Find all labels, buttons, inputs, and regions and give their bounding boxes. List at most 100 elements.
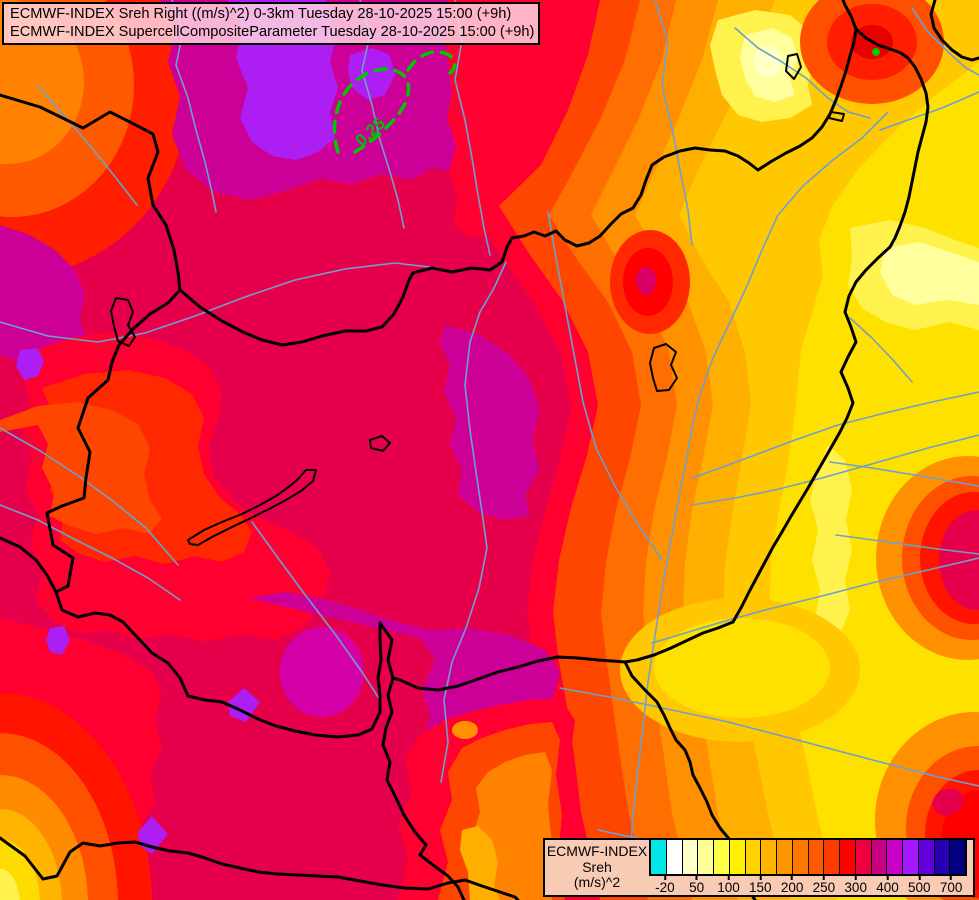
contour-line-north xyxy=(406,50,457,75)
legend-unit: (m/s)^2 xyxy=(573,874,621,891)
border-south xyxy=(391,620,735,692)
border-sava xyxy=(0,836,520,900)
river-koros-1 xyxy=(691,391,979,479)
legend-color-cell xyxy=(917,840,934,874)
legend-tick-mark xyxy=(918,876,921,880)
legend-color-cell xyxy=(870,840,887,874)
legend-label: ECMWF-INDEX Sreh (m/s)^2 xyxy=(545,844,649,891)
river-sw xyxy=(0,504,181,601)
legend-tick-mark xyxy=(695,876,698,880)
lakes xyxy=(110,53,845,546)
legend-tick-mark xyxy=(854,876,857,880)
legend-tick-label: 150 xyxy=(749,880,772,895)
legend-tick-label: 400 xyxy=(876,880,899,895)
river-hernad xyxy=(654,0,693,246)
legend-box: ECMWF-INDEX Sreh (m/s)^2 -20 50 100 150 200 2… xyxy=(543,838,975,897)
river-zagyva xyxy=(547,211,663,561)
map-title-line-1: ECMWF-INDEX Sreh Right ((m/s)^2) 0-3km T… xyxy=(10,6,512,22)
legend-colorbar-frame xyxy=(649,838,967,876)
legend-color-cell xyxy=(744,840,761,874)
lake-balaton xyxy=(187,469,317,546)
river-se-2 xyxy=(835,534,979,555)
river-maros xyxy=(651,557,979,644)
border-north xyxy=(178,0,858,347)
contour-line-main xyxy=(332,67,411,154)
lake-tisza xyxy=(649,343,678,392)
legend-color-cell xyxy=(807,840,824,874)
legend-color-cell xyxy=(902,840,918,874)
river-mura xyxy=(0,427,179,566)
river-east-small xyxy=(849,317,913,383)
legend-tick-label: 500 xyxy=(908,880,931,895)
legend-parameter-name: Sreh xyxy=(582,858,612,875)
legend-tick-mark xyxy=(759,876,762,880)
legend-color-cell xyxy=(823,840,839,874)
legend-color-cell xyxy=(839,840,855,874)
legend-tick-mark xyxy=(727,876,730,880)
legend-tick-label: 50 xyxy=(689,880,705,895)
legend-tick: 100 xyxy=(717,876,740,895)
legend-tick: 700 xyxy=(939,876,963,895)
legend-tick: 250 xyxy=(812,876,836,895)
legend-color-cell xyxy=(665,840,682,874)
river-south-long xyxy=(559,687,979,787)
legend-colorbar xyxy=(651,840,965,874)
river-bodrog xyxy=(734,27,871,119)
legend-tick-label: 200 xyxy=(780,880,804,895)
lake-ne-1 xyxy=(785,53,802,80)
legend-tick-mark xyxy=(886,876,889,880)
legend-tick-label: -20 xyxy=(655,880,675,895)
river-nw xyxy=(37,85,138,206)
border-si xyxy=(0,536,58,594)
border-east xyxy=(731,245,892,624)
border-danube-south xyxy=(378,621,466,900)
legend-tick-mark xyxy=(663,876,666,880)
legend-scale: -20 50 100 150 200 250 300 400 500 700 xyxy=(649,838,967,897)
river-sio xyxy=(251,521,381,701)
legend-tick-mark xyxy=(950,876,953,880)
legend-tick: 500 xyxy=(908,876,931,895)
border-nw xyxy=(0,93,182,292)
legend-color-cell xyxy=(886,840,902,874)
map-title-box: ECMWF-INDEX Sreh Right ((m/s)^2) 0-3km T… xyxy=(2,2,540,45)
legend-tick: 150 xyxy=(749,876,772,895)
legend-tick-label: 100 xyxy=(717,880,740,895)
lake-velence xyxy=(369,435,391,452)
legend-tick-label: 300 xyxy=(844,880,867,895)
legend-model-name: ECMWF-INDEX xyxy=(546,843,648,860)
legend-color-cell xyxy=(681,840,698,874)
border-top-right xyxy=(929,0,979,62)
legend-tick: 400 xyxy=(876,876,899,895)
legend-color-cell xyxy=(697,840,713,874)
legend-color-cell xyxy=(854,840,871,874)
river-se-1 xyxy=(829,461,979,487)
legend-color-cell xyxy=(713,840,729,874)
legend-tick: 300 xyxy=(844,876,867,895)
legend-tick-mark xyxy=(791,876,794,880)
lake-ferto xyxy=(110,297,136,347)
legend-color-cell xyxy=(949,840,965,874)
legend-color-cell xyxy=(651,840,666,874)
contour-point-ne xyxy=(872,48,880,56)
legend-tick: -20 xyxy=(655,876,675,895)
legend-tick: 200 xyxy=(780,876,804,895)
river-ipoly xyxy=(454,0,491,256)
legend-tick-label: 700 xyxy=(939,880,963,895)
legend-tick-label: 250 xyxy=(812,880,836,895)
legend-color-cell xyxy=(933,840,950,874)
legend-tick: 50 xyxy=(689,876,704,895)
river-szamos xyxy=(879,91,979,131)
legend-color-cell xyxy=(760,840,776,874)
legend-tick-row: -20 50 100 150 200 250 300 400 500 700 xyxy=(649,876,967,897)
river-ne xyxy=(911,7,979,76)
border-drava xyxy=(121,620,383,739)
border-west xyxy=(45,288,182,624)
map-title-line-2: ECMWF-INDEX SupercellCompositeParameter … xyxy=(10,24,535,40)
legend-color-cell xyxy=(791,840,808,874)
river-koros-2 xyxy=(691,434,979,506)
river-raba xyxy=(0,262,439,343)
